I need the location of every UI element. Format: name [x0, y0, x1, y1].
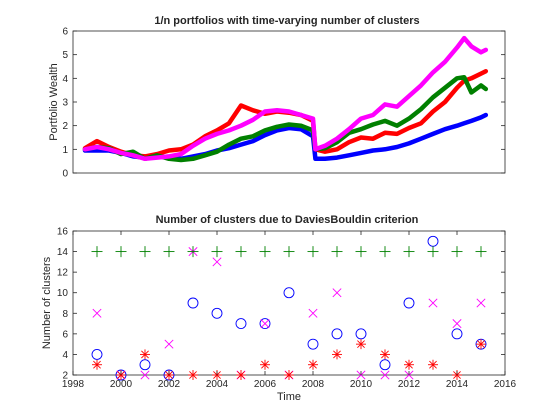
bottom-x-tick-label: 1998: [62, 379, 85, 390]
point-circle-marker: [139, 359, 151, 371]
bottom-x-tick-label: 2012: [398, 379, 421, 390]
bottom-x-tick-label: 2014: [446, 379, 469, 390]
point-x-marker: [476, 298, 486, 308]
point-star-marker: [260, 359, 270, 370]
top-y-axis-label: Portfolio Wealth: [48, 63, 60, 140]
point-star-marker: [140, 349, 150, 360]
top-y-tick-label: 2: [62, 121, 68, 132]
bottom-axes-group: 2 4 6 8 10 12 14 16 1998 2000 2002 2004 2006 2008 2010…: [57, 227, 517, 391]
top-y-tick-label: 5: [62, 50, 68, 61]
point-x-marker: [452, 319, 462, 329]
point-plus-marker: [139, 246, 151, 258]
point-star-marker: [284, 370, 294, 380]
point-x-marker: [308, 308, 318, 318]
point-circle-marker: [355, 328, 367, 340]
top-y-tick-label: 1: [62, 145, 68, 156]
point-plus-marker: [403, 246, 415, 258]
point-x-marker: [428, 298, 438, 308]
bottom-x-tick-label: 2006: [254, 379, 277, 390]
point-circle-marker: [403, 297, 415, 309]
top-chart: 1/n portfolios with time-varying number …: [48, 15, 506, 180]
point-star-marker: [356, 339, 366, 350]
point-circle-marker: [235, 318, 247, 330]
bottom-x-tick-label: 2016: [494, 379, 517, 390]
top-y-tick-label: 6: [62, 27, 68, 38]
point-star-marker: [428, 359, 438, 370]
point-plus-marker: [451, 246, 463, 258]
point-plus-marker: [283, 246, 295, 258]
point-plus-marker: [355, 246, 367, 258]
point-x-marker: [92, 308, 102, 318]
point-circle-marker: [307, 338, 319, 350]
point-plus-marker: [379, 246, 391, 258]
bottom-y-tick-label: 12: [57, 268, 69, 279]
bottom-markers-group: [91, 235, 487, 381]
bottom-x-axis-label: Time: [277, 391, 301, 403]
bottom-chart: Number of clusters due to DaviesBouldin …: [41, 214, 517, 403]
top-series-group: [82, 35, 489, 163]
point-x-marker: [380, 370, 390, 380]
point-circle-marker: [451, 328, 463, 340]
point-star-marker: [92, 359, 102, 370]
bottom-x-tick-label: 2002: [158, 379, 181, 390]
bottom-y-tick-label: 4: [62, 350, 68, 361]
bottom-y-tick-label: 6: [62, 329, 68, 340]
top-y-tick-label: 3: [62, 98, 68, 109]
bottom-y-tick-label: 2: [62, 371, 68, 382]
point-star-marker: [332, 349, 342, 360]
point-plus-marker: [187, 246, 199, 258]
bottom-y-tick-label: 16: [57, 227, 69, 238]
top-series-line-3: [82, 35, 489, 162]
bottom-chart-title: Number of clusters due to DaviesBouldin …: [156, 214, 419, 226]
top-y-tick-label: 4: [62, 74, 68, 85]
point-plus-marker: [331, 246, 343, 258]
point-circle-marker: [379, 359, 391, 371]
point-circle-marker: [91, 348, 103, 360]
point-star-marker: [404, 359, 414, 370]
point-circle-marker: [283, 287, 295, 299]
top-y-tick-label: 0: [62, 169, 68, 180]
point-plus-marker: [307, 246, 319, 258]
point-x-marker: [212, 257, 222, 267]
point-plus-marker: [427, 246, 439, 258]
point-x-marker: [260, 319, 270, 329]
point-plus-marker: [163, 246, 175, 258]
bottom-y-tick-label: 10: [57, 288, 69, 299]
point-circle-marker: [331, 328, 343, 340]
point-plus-marker: [211, 246, 223, 258]
top-axes-group: 0 1 2 3 4 5 6: [62, 27, 505, 180]
point-star-marker: [188, 370, 198, 380]
point-x-marker: [140, 370, 150, 380]
top-chart-title: 1/n portfolios with time-varying number …: [154, 15, 419, 27]
point-x-marker: [164, 339, 174, 349]
bottom-y-axis-label: Number of clusters: [41, 256, 53, 349]
top-plot-area: [72, 30, 506, 174]
bottom-y-tick-label: 8: [62, 309, 68, 320]
point-plus-marker: [259, 246, 271, 258]
point-circle-marker: [187, 297, 199, 309]
point-star-marker: [476, 339, 486, 350]
bottom-y-tick-label: 14: [57, 247, 69, 258]
point-x-marker: [332, 288, 342, 298]
point-plus-marker: [475, 246, 487, 258]
point-circle-marker: [211, 307, 223, 319]
point-circle-marker: [259, 318, 271, 330]
point-plus-marker: [115, 246, 127, 258]
bottom-x-tick-label: 2004: [206, 379, 229, 390]
bottom-x-tick-label: 2000: [110, 379, 133, 390]
point-star-marker: [308, 359, 318, 370]
point-star-marker: [380, 349, 390, 360]
point-plus-marker: [91, 246, 103, 258]
top-series-line-2: [82, 74, 489, 163]
bottom-x-tick-label: 2008: [302, 379, 325, 390]
point-plus-marker: [235, 246, 247, 258]
bottom-x-tick-label: 2010: [350, 379, 373, 390]
point-star-marker: [236, 370, 246, 380]
